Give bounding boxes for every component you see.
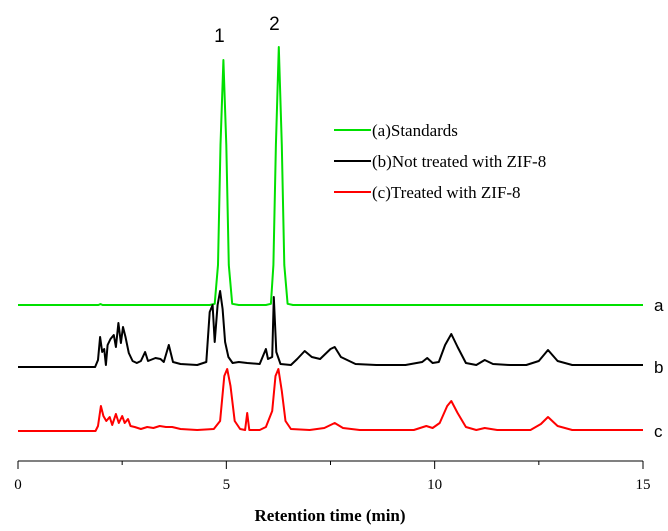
peak-labels: 12 xyxy=(214,14,280,47)
series-line-b xyxy=(18,290,643,368)
legend-label-c: (c)Treated with ZIF-8 xyxy=(372,183,521,202)
legend-label-b: (b)Not treated with ZIF-8 xyxy=(372,152,546,171)
series-line-a xyxy=(18,46,643,306)
x-axis: 0 5 10 15 xyxy=(14,460,651,493)
peak-label-2: 2 xyxy=(269,14,280,35)
legend-label-a: (a)Standards xyxy=(372,121,458,140)
series-line-c xyxy=(18,368,643,432)
peak-label-1: 1 xyxy=(214,26,225,47)
x-axis-title: Retention time (min) xyxy=(254,506,405,525)
trace-labels: a b c xyxy=(654,296,664,441)
x-tick-label: 5 xyxy=(223,477,231,493)
trace-label-a: a xyxy=(654,296,664,315)
x-tick-label: 15 xyxy=(636,477,651,493)
trace-label-b: b xyxy=(654,358,663,377)
chart-traces xyxy=(18,46,643,432)
legend: (a)Standards (b)Not treated with ZIF-8 (c)… xyxy=(334,121,546,202)
x-tick-label: 0 xyxy=(14,477,22,493)
trace-label-c: c xyxy=(654,422,663,441)
x-tick-label: 10 xyxy=(427,477,442,493)
